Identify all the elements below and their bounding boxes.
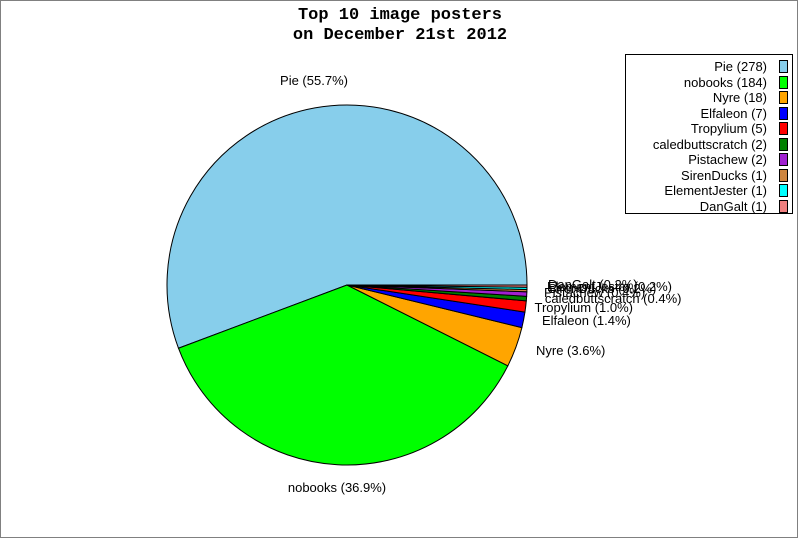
svg-text:Nyre (3.6%): Nyre (3.6%) xyxy=(536,343,605,358)
svg-text:nobooks (36.9%): nobooks (36.9%) xyxy=(288,480,386,495)
svg-text:ElementJester (0.2%): ElementJester (0.2%) xyxy=(547,279,672,294)
svg-text:Pie (55.7%): Pie (55.7%) xyxy=(280,73,348,88)
svg-text:Elfaleon (1.4%): Elfaleon (1.4%) xyxy=(542,313,631,328)
